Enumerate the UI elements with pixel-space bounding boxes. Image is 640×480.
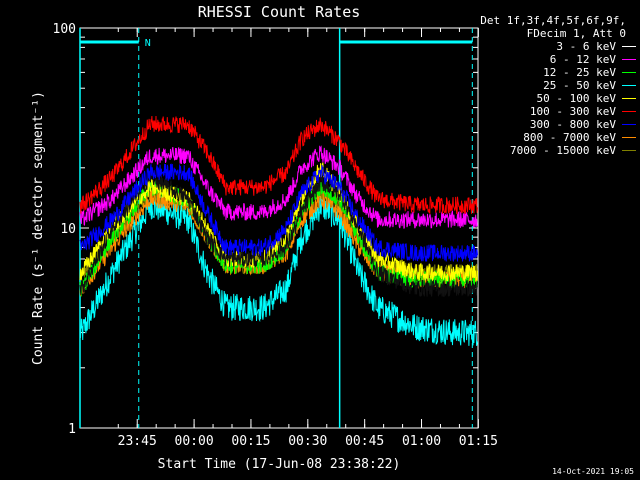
- legend-swatch: [622, 98, 636, 99]
- legend-swatch: [622, 150, 636, 151]
- legend-swatch: [622, 72, 636, 73]
- legend-swatch: [622, 46, 636, 47]
- series-line-6-12keV: [79, 145, 478, 229]
- y-axis-label: Count Rate (s⁻¹ detector segment⁻¹): [31, 91, 46, 365]
- chart-legend: Det 1f,3f,4f,5f,6f,9f, FDecim 1, Att 0 3…: [478, 14, 638, 157]
- legend-entry-label: 7000 - 15000 keV: [510, 144, 616, 157]
- legend-entry: 50 - 100 keV: [478, 92, 638, 105]
- legend-entry: 300 - 800 keV: [478, 118, 638, 131]
- legend-swatch: [622, 124, 636, 125]
- y-tick-label: 100: [53, 22, 76, 37]
- y-tick-label: 1: [68, 422, 76, 437]
- legend-swatch: [622, 111, 636, 112]
- legend-entry-label: 800 - 7000 keV: [523, 131, 616, 144]
- x-tick-label: 00:15: [231, 434, 270, 449]
- legend-entry-label: 6 - 12 keV: [549, 53, 616, 66]
- x-tick-label: 00:30: [288, 434, 327, 449]
- legend-entry-label: 300 - 800 keV: [529, 118, 616, 131]
- series-line-300-800keV: [79, 163, 478, 262]
- legend-entry: 12 - 25 keV: [478, 66, 638, 79]
- night-flag-label: N: [145, 38, 151, 49]
- legend-entry: 100 - 300 keV: [478, 105, 638, 118]
- legend-header-line-1: Det 1f,3f,4f,5f,6f,9f,: [480, 14, 626, 27]
- x-tick-label: 01:15: [459, 434, 498, 449]
- plot-frame: [79, 27, 479, 429]
- legend-entry-label: 100 - 300 keV: [529, 105, 616, 118]
- x-tick-label: 00:00: [175, 434, 214, 449]
- legend-swatch: [622, 59, 636, 60]
- x-tick-label: 01:00: [402, 434, 441, 449]
- series-line-50-100keV: [79, 162, 478, 283]
- x-tick-label: 23:45: [118, 434, 157, 449]
- legend-entry-label: 50 - 100 keV: [536, 92, 616, 105]
- legend-entry-label: 25 - 50 keV: [543, 79, 616, 92]
- legend-entry-label: 3 - 6 keV: [556, 40, 616, 53]
- legend-entry: 6 - 12 keV: [478, 53, 638, 66]
- legend-entry: 7000 - 15000 keV: [478, 144, 638, 157]
- chart-title: RHESSI Count Rates: [198, 3, 361, 21]
- x-axis-label: Start Time (17-Jun-08 23:38:22): [158, 457, 401, 472]
- legend-swatch: [622, 137, 636, 138]
- legend-entry-label: 12 - 25 keV: [543, 66, 616, 79]
- legend-entry: 3 - 6 keV: [478, 40, 638, 53]
- series-line-100-300keV: [79, 115, 478, 215]
- legend-entry: 800 - 7000 keV: [478, 131, 638, 144]
- legend-entry: 25 - 50 keV: [478, 79, 638, 92]
- legend-header-line-2: FDecim 1, Att 0: [526, 27, 626, 40]
- x-tick-label: 00:45: [345, 434, 384, 449]
- legend-swatch: [622, 85, 636, 86]
- y-tick-label: 10: [60, 222, 76, 237]
- timestamp: 14-Oct-2021 19:05: [552, 467, 634, 476]
